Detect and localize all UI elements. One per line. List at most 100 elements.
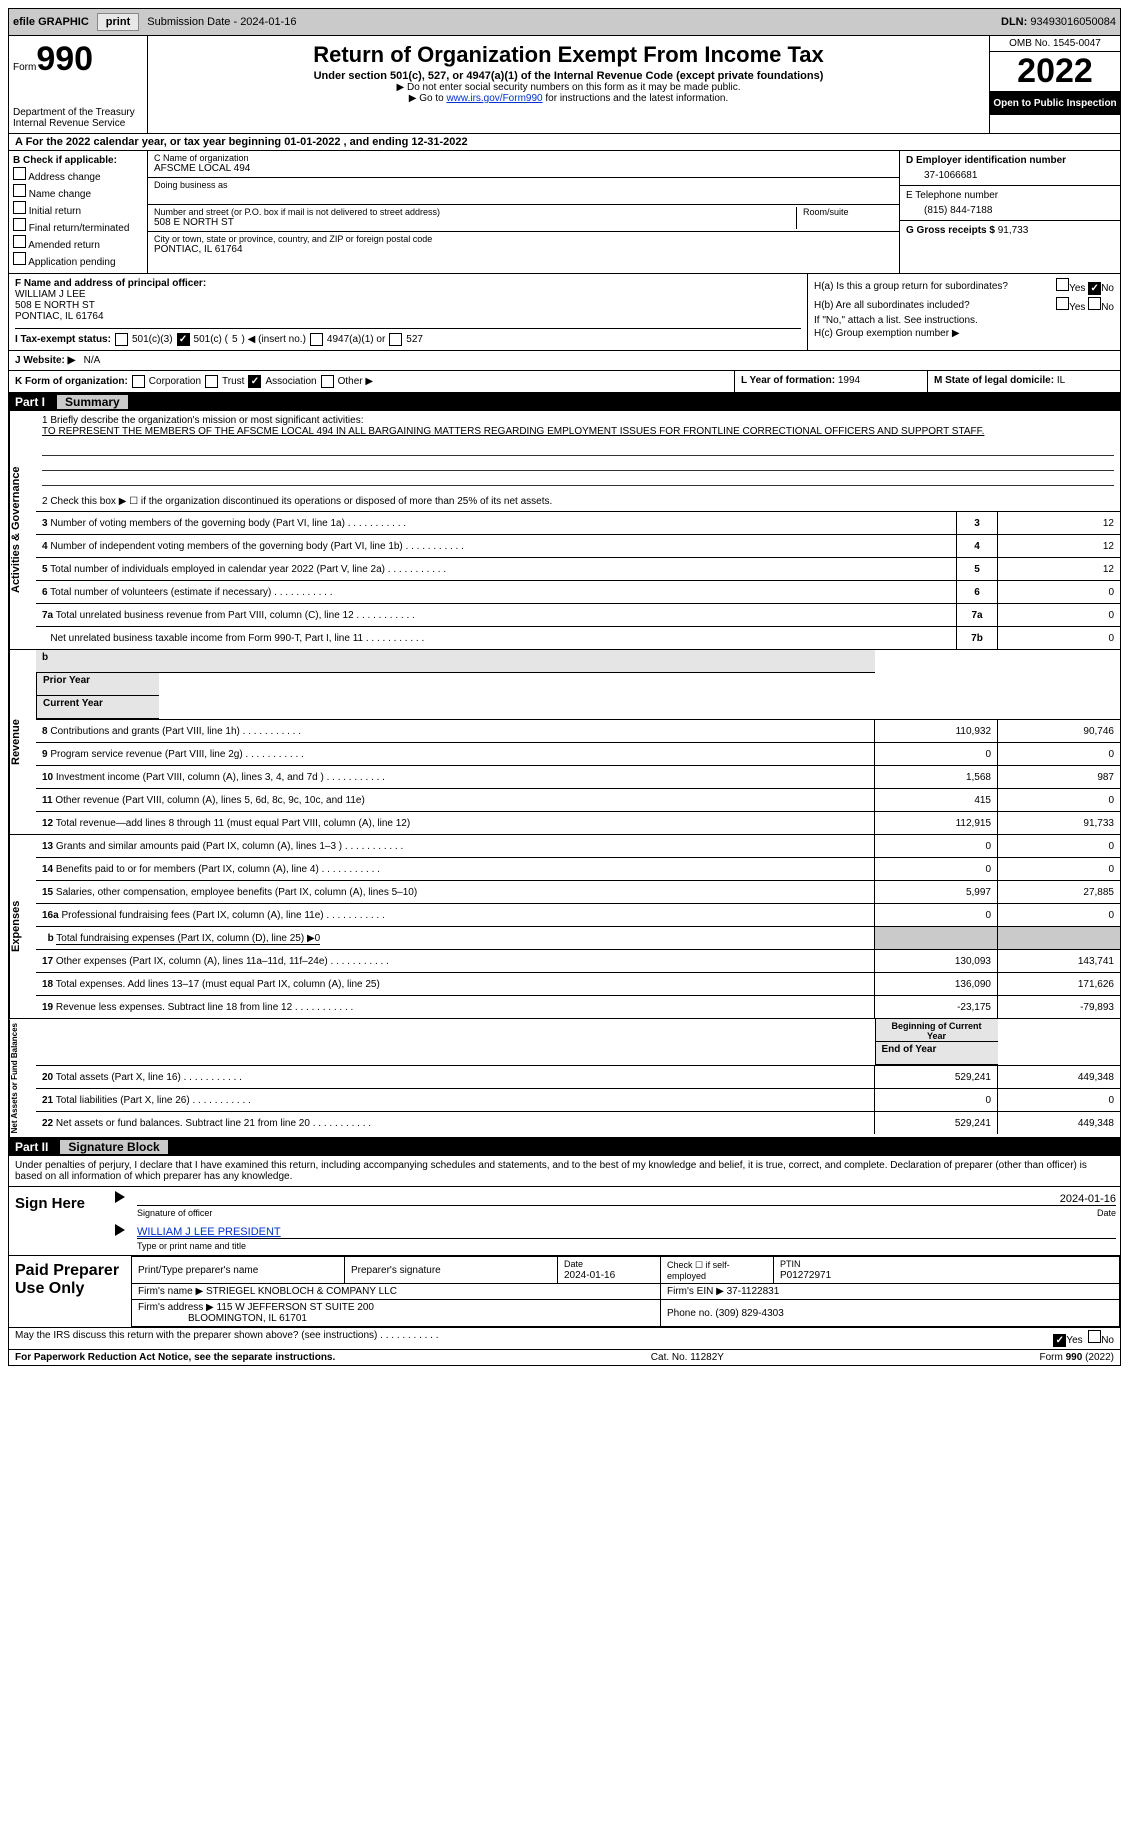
chk-501c3[interactable] [115, 333, 128, 346]
col-prior: Prior Year [36, 673, 159, 696]
ptin: PTINP01272971 [774, 1257, 1120, 1284]
table-row: Net unrelated business taxable income fr… [36, 627, 1120, 650]
type-name-label: Type or print name and title [137, 1241, 1116, 1251]
revenue-section: Revenue bPrior YearCurrent Year 8 Contri… [9, 650, 1120, 835]
chk-address-change[interactable]: Address change [13, 167, 143, 183]
prep-date: Date2024-01-16 [558, 1257, 661, 1284]
table-row: 11 Other revenue (Part VIII, column (A),… [36, 789, 1120, 812]
vlabel-ag: Activities & Governance [9, 411, 36, 649]
open-badge: Open to Public Inspection [990, 92, 1120, 115]
row-klm: K Form of organization: Corporation Trus… [9, 371, 1120, 393]
section-deg: D Employer identification number 37-1066… [899, 151, 1120, 273]
firm-phone: Phone no. (309) 829-4303 [661, 1300, 1120, 1327]
vlabel-rev: Revenue [9, 650, 36, 834]
discuss-yes[interactable] [1053, 1334, 1066, 1347]
chk-501c[interactable] [177, 333, 190, 346]
pra-notice: For Paperwork Reduction Act Notice, see … [15, 1352, 335, 1363]
sign-here-label: Sign Here [9, 1187, 111, 1255]
discuss-no[interactable] [1088, 1330, 1101, 1343]
row-k: K Form of organization: Corporation Trus… [9, 371, 735, 392]
col-begin: Beginning of Current Year [875, 1019, 998, 1042]
street-label: Number and street (or P.O. box if mail i… [154, 207, 790, 217]
street-value: 508 E NORTH ST [154, 217, 790, 228]
section-f: F Name and address of principal officer:… [9, 274, 808, 350]
table-row: 12 Total revenue—add lines 8 through 11 … [36, 812, 1120, 835]
table-row: 6 Total number of volunteers (estimate i… [36, 581, 1120, 604]
table-row: 4 Number of independent voting members o… [36, 535, 1120, 558]
chk-other[interactable] [321, 375, 334, 388]
form-990: Form990 Department of the Treasury Inter… [8, 35, 1121, 1366]
officer-addr2: PONTIAC, IL 61764 [15, 311, 801, 322]
org-name: AFSCME LOCAL 494 [154, 163, 893, 174]
row-m: M State of legal domicile: IL [928, 371, 1120, 392]
ein-value: 37-1066681 [906, 166, 1114, 181]
table-row: 22 Net assets or fund balances. Subtract… [36, 1112, 1120, 1135]
expenses-table: 13 Grants and similar amounts paid (Part… [36, 835, 1120, 1018]
sig-date: 2024-01-16 [1060, 1193, 1116, 1205]
part-i-header: Part I Summary [9, 393, 1120, 411]
sign-here-row: Sign Here 2024-01-16 Signature of office… [9, 1187, 1120, 1256]
table-row: b Total fundraising expenses (Part IX, c… [36, 927, 1120, 950]
officer-addr1: 508 E NORTH ST [15, 300, 801, 311]
chk-4947[interactable] [310, 333, 323, 346]
chk-name-change[interactable]: Name change [13, 184, 143, 200]
city-label: City or town, state or province, country… [154, 234, 893, 244]
form-number: 990 [36, 40, 93, 78]
chk-trust[interactable] [205, 375, 218, 388]
chk-amended-return[interactable]: Amended return [13, 235, 143, 251]
phone-label: E Telephone number [906, 190, 1114, 201]
chk-527[interactable] [389, 333, 402, 346]
ha-yes[interactable] [1056, 278, 1069, 291]
table-row: 19 Revenue less expenses. Subtract line … [36, 996, 1120, 1019]
table-row: 17 Other expenses (Part IX, column (A), … [36, 950, 1120, 973]
form-title: Return of Organization Exempt From Incom… [156, 42, 981, 68]
section-bcdeg: B Check if applicable: Address change Na… [9, 151, 1120, 274]
officer-label: F Name and address of principal officer: [15, 278, 206, 289]
prep-sig-label: Preparer's signature [345, 1257, 558, 1284]
efile-toolbar: efile GRAPHIC print Submission Date - 20… [8, 8, 1121, 35]
dept-label: Department of the Treasury Internal Reve… [13, 107, 143, 129]
dln: DLN: 93493016050084 [1001, 16, 1116, 28]
hb-yes[interactable] [1056, 297, 1069, 310]
chk-initial-return[interactable]: Initial return [13, 201, 143, 217]
table-row: 14 Benefits paid to or for members (Part… [36, 858, 1120, 881]
row-j: J Website: ▶ N/A [9, 351, 1120, 371]
print-button[interactable]: print [97, 13, 139, 31]
section-c: C Name of organization AFSCME LOCAL 494 … [148, 151, 899, 273]
officer-name-link[interactable]: WILLIAM J LEE PRESIDENT [137, 1226, 281, 1238]
self-employed-check[interactable]: Check ☐ if self-employed [661, 1257, 774, 1284]
prep-name-label: Print/Type preparer's name [132, 1257, 345, 1284]
table-row: 15 Salaries, other compensation, employe… [36, 881, 1120, 904]
hb-no[interactable] [1088, 297, 1101, 310]
chk-app-pending[interactable]: Application pending [13, 252, 143, 268]
row-i: I Tax-exempt status: 501(c)(3) 501(c) ( … [15, 328, 801, 346]
ha-no[interactable] [1088, 282, 1101, 295]
chk-corp[interactable] [132, 375, 145, 388]
form-id: Form 990 (2022) [1040, 1352, 1114, 1363]
ein-label: D Employer identification number [906, 155, 1066, 166]
website-value: N/A [84, 355, 101, 366]
preparer-table: Print/Type preparer's name Preparer's si… [131, 1256, 1120, 1327]
officer-name: WILLIAM J LEE [15, 289, 801, 300]
table-row: 16a Professional fundraising fees (Part … [36, 904, 1120, 927]
instructions-link[interactable]: www.irs.gov/Form990 [446, 93, 542, 104]
goto-link-line: ▶ Go to www.irs.gov/Form990 for instruct… [156, 93, 981, 104]
table-row: 10 Investment income (Part VIII, column … [36, 766, 1120, 789]
table-row: 20 Total assets (Part X, line 16)529,241… [36, 1066, 1120, 1089]
phone-value: (815) 844-7188 [906, 201, 1114, 216]
table-row: 3 Number of voting members of the govern… [36, 512, 1120, 535]
hb-note: If "No," attach a list. See instructions… [814, 315, 1114, 326]
tax-year: 2022 [990, 52, 1120, 92]
hb-label: H(b) Are all subordinates included? [814, 300, 970, 311]
chk-assoc[interactable] [248, 375, 261, 388]
expenses-section: Expenses 13 Grants and similar amounts p… [9, 835, 1120, 1019]
date-label: Date [1097, 1208, 1116, 1218]
gross-receipts-label: G Gross receipts $ [906, 225, 998, 236]
form-label: Form [13, 62, 36, 73]
chk-final-return[interactable]: Final return/terminated [13, 218, 143, 234]
net-assets-table: Beginning of Current YearEnd of Year 20 … [36, 1019, 1120, 1134]
section-fh: F Name and address of principal officer:… [9, 274, 1120, 351]
perjury-statement: Under penalties of perjury, I declare th… [9, 1156, 1120, 1187]
footer-row: For Paperwork Reduction Act Notice, see … [9, 1350, 1120, 1365]
discuss-row: May the IRS discuss this return with the… [9, 1328, 1120, 1350]
